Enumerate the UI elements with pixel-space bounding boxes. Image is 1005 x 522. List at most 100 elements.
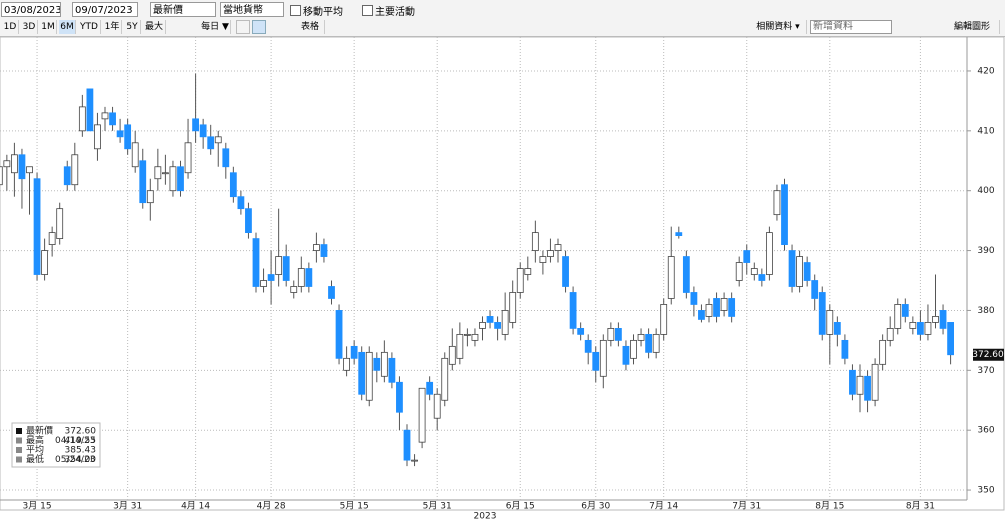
candle-body xyxy=(0,166,3,186)
legend-swatch xyxy=(16,456,22,463)
currency-select[interactable]: 當地貨幣 xyxy=(220,2,284,17)
candle-body xyxy=(237,196,245,210)
candle-body xyxy=(705,304,713,317)
legend-label: 最高 xyxy=(26,434,44,446)
candle-body xyxy=(803,262,811,281)
range-button[interactable]: 1年 xyxy=(103,20,122,34)
range-button[interactable]: 3D xyxy=(21,20,38,34)
checkbox[interactable] xyxy=(290,5,301,16)
candle-body xyxy=(380,351,388,377)
y-tick-label: 370 xyxy=(977,366,994,376)
range-button[interactable]: YTD xyxy=(78,20,101,34)
candle-body xyxy=(886,328,894,341)
candle-body xyxy=(441,357,449,401)
frequency[interactable]: 每日 ▼ xyxy=(200,20,231,34)
button[interactable] xyxy=(252,20,266,34)
toolbar: 03/08/2023 09/07/2023 最新價 當地貨幣 移動平均 主要活動 … xyxy=(0,0,1005,37)
candle-body xyxy=(577,328,585,335)
candle-body xyxy=(131,142,139,168)
x-tick-label: 8月 31 xyxy=(906,501,935,512)
candle-body xyxy=(713,298,720,317)
related-button[interactable]: 相關資料 ▾ xyxy=(750,20,807,34)
candle-body xyxy=(856,375,864,395)
y-tick-label: 400 xyxy=(977,186,994,196)
candle-body xyxy=(290,286,298,293)
range-button[interactable]: 1D xyxy=(2,20,19,34)
checkbox[interactable] xyxy=(362,5,373,16)
candle-body xyxy=(463,333,471,336)
start-date[interactable]: 03/08/2023 xyxy=(1,2,61,17)
candle-body xyxy=(743,250,751,263)
field-select[interactable]: 最新價 xyxy=(150,2,216,17)
candle-body xyxy=(486,316,494,323)
candle-body xyxy=(124,124,132,150)
candle-body xyxy=(275,256,283,275)
candle-body xyxy=(637,333,645,341)
candle-body xyxy=(267,274,275,281)
candle-body xyxy=(214,136,222,144)
candle-body xyxy=(841,339,849,359)
range-button[interactable]: 6M xyxy=(59,20,76,34)
legend-label: 最低 xyxy=(26,453,44,465)
candle-body xyxy=(343,357,351,371)
candle-body xyxy=(86,88,94,132)
candle-body xyxy=(554,244,562,251)
candle-body xyxy=(811,280,819,299)
candle-body xyxy=(531,232,539,251)
candle-body xyxy=(3,160,11,168)
candle-body xyxy=(698,310,705,320)
candle-body xyxy=(426,381,434,395)
range-button[interactable]: 最大 xyxy=(143,20,166,34)
candle-body xyxy=(78,106,86,132)
candle-body xyxy=(479,322,486,329)
candle-body xyxy=(622,345,630,365)
candle-body xyxy=(599,339,607,377)
candle-body xyxy=(305,268,313,287)
candle-body xyxy=(10,154,18,174)
last-value-label: 372.60 xyxy=(972,350,1004,360)
candle-body xyxy=(879,339,887,365)
candle-body xyxy=(433,393,441,419)
candle-body xyxy=(169,166,177,192)
plot-frame xyxy=(0,36,1005,511)
candle-body xyxy=(41,250,48,275)
candle-body xyxy=(826,310,834,335)
candle-body xyxy=(411,459,418,462)
candle-body xyxy=(735,262,743,281)
candle-body xyxy=(796,256,803,287)
range-button[interactable]: 1M xyxy=(40,20,57,34)
candle-body xyxy=(833,322,841,335)
candle-body xyxy=(509,292,517,323)
candle-body xyxy=(516,268,524,293)
candle-body xyxy=(494,322,502,329)
candle-body xyxy=(388,357,396,383)
y-tick-label: 380 xyxy=(977,306,994,316)
candle-body xyxy=(690,292,698,305)
candle-body xyxy=(403,429,411,461)
legend-swatch xyxy=(16,437,22,444)
table-button[interactable]: 表格 xyxy=(296,20,325,34)
candle-body xyxy=(939,310,947,329)
x-tick-label: 6月 15 xyxy=(506,501,535,512)
candle-body xyxy=(199,124,207,138)
candle-body xyxy=(63,166,71,186)
candle-body xyxy=(901,304,909,317)
candle-body xyxy=(229,172,237,198)
end-date[interactable]: 09/07/2023 xyxy=(72,2,138,17)
candle-body xyxy=(48,232,56,245)
range-button[interactable]: 5Y xyxy=(124,20,141,34)
candle-body xyxy=(758,274,766,281)
candle-body xyxy=(94,124,101,150)
edit-button[interactable]: 編輯圖形 xyxy=(945,20,1000,34)
candle-body xyxy=(781,184,788,245)
candle-body xyxy=(773,190,781,216)
button[interactable] xyxy=(236,20,250,34)
candle-body xyxy=(18,154,26,180)
legend-swatch xyxy=(16,447,22,453)
candle-body xyxy=(245,208,252,234)
checkbox-label: 主要活動 xyxy=(375,7,415,18)
candle-body xyxy=(788,250,796,287)
add-data[interactable]: 新增資料 xyxy=(810,20,892,34)
candle-body xyxy=(947,322,954,356)
candle-body xyxy=(320,244,328,257)
